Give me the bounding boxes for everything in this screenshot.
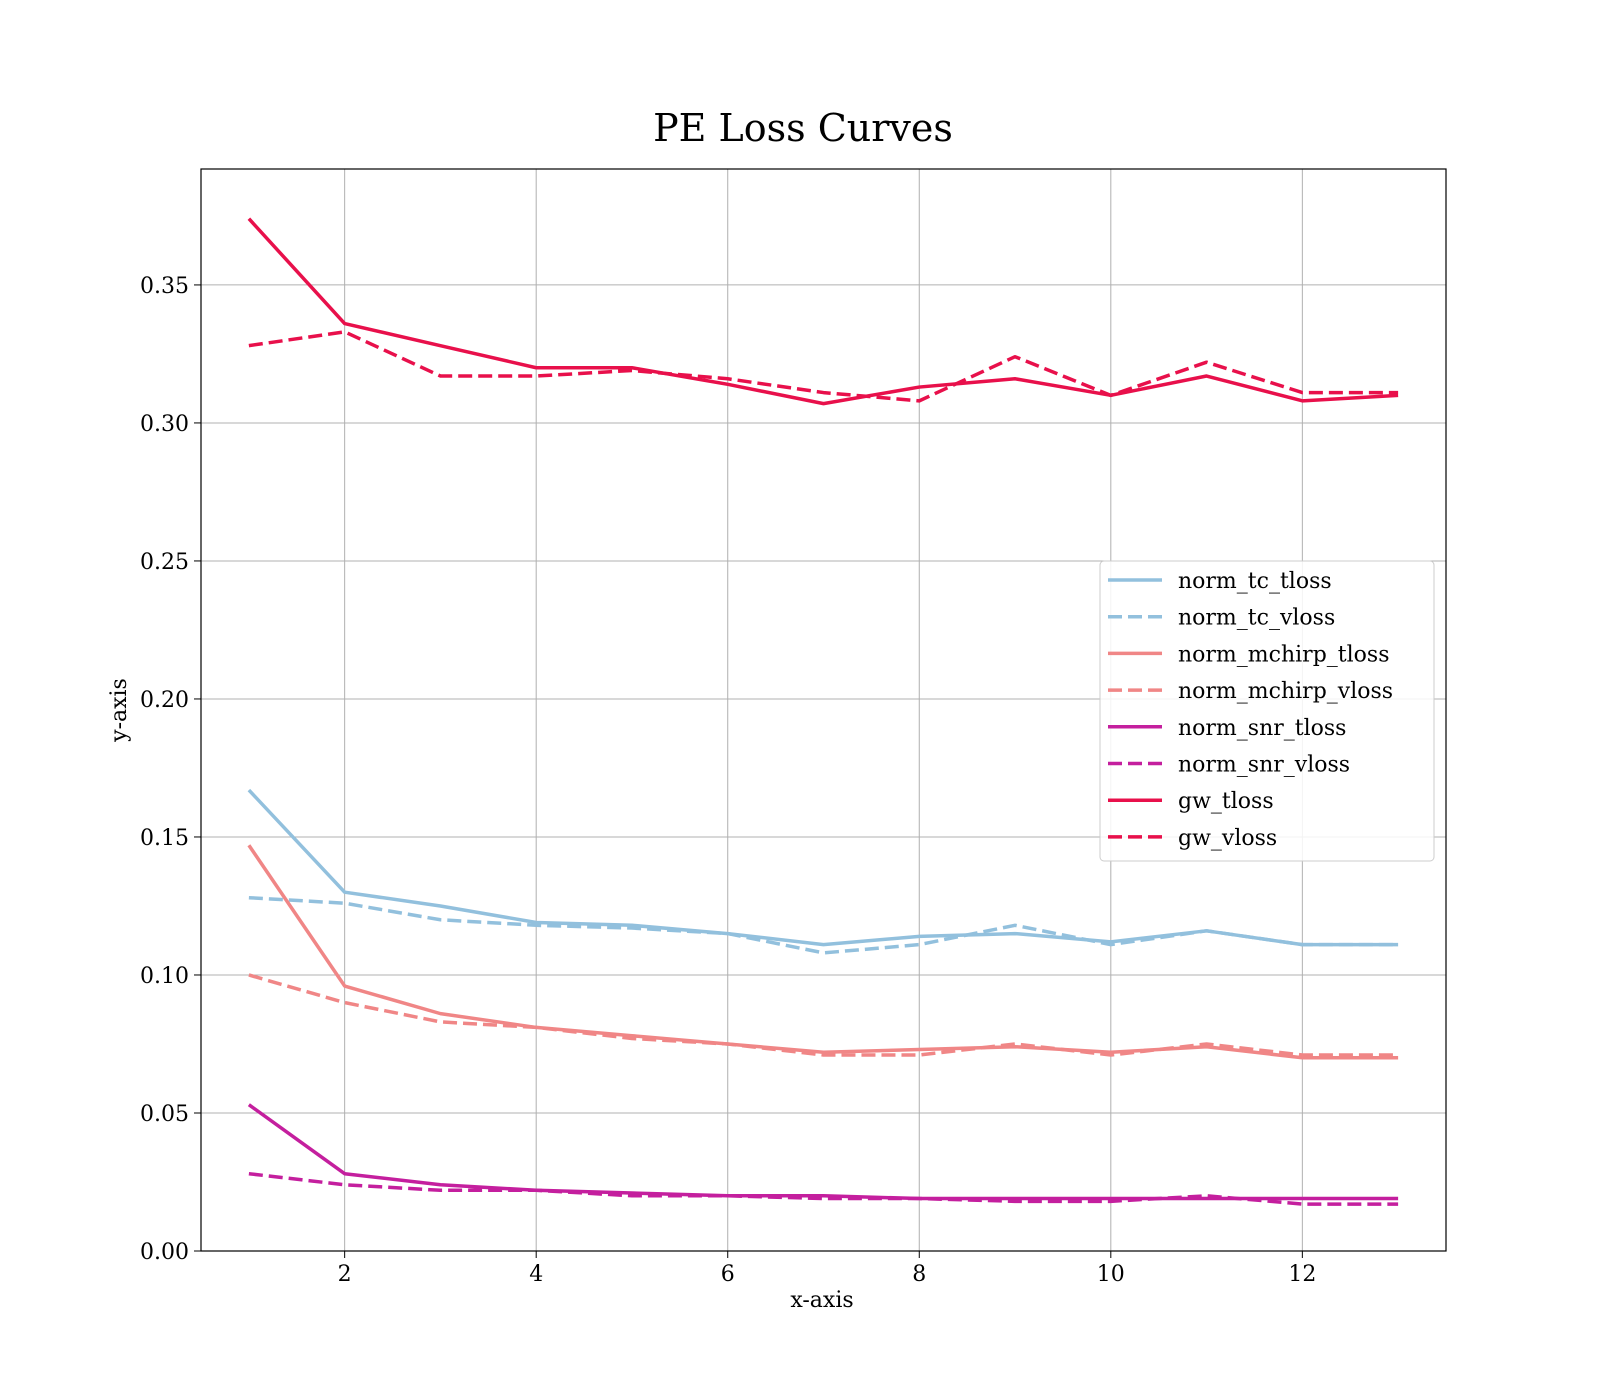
y-tick-label: 0.00 bbox=[140, 1240, 189, 1265]
chart-title: PE Loss Curves bbox=[653, 106, 953, 150]
x-tick-label: 10 bbox=[1097, 1262, 1125, 1287]
x-tick-label: 2 bbox=[338, 1262, 352, 1287]
y-tick-label: 0.20 bbox=[140, 688, 189, 713]
x-axis-ticks: 2 4 6 8 10 12 bbox=[338, 1251, 1316, 1287]
legend-label: norm_tc_tloss bbox=[1178, 569, 1332, 594]
legend-label: norm_snr_tloss bbox=[1178, 716, 1346, 741]
y-tick-label: 0.15 bbox=[140, 826, 189, 851]
y-axis-label: y-axis bbox=[107, 678, 132, 743]
series-line-gw-vloss bbox=[248, 330, 1399, 403]
legend-label: norm_snr_vloss bbox=[1178, 753, 1350, 778]
y-tick-label: 0.05 bbox=[140, 1102, 189, 1127]
legend-label: norm_tc_vloss bbox=[1178, 606, 1335, 631]
y-tick-label: 0.30 bbox=[140, 412, 189, 437]
y-tick-label: 0.10 bbox=[140, 964, 189, 989]
legend: norm_tc_tloss norm_tc_vloss norm_mchirp_tl… bbox=[1099, 560, 1435, 862]
y-tick-label: 0.35 bbox=[140, 274, 189, 299]
x-tick-label: 6 bbox=[721, 1262, 735, 1287]
x-axis-label: x-axis bbox=[790, 1288, 853, 1313]
series-line-norm-snr-tloss bbox=[247, 1103, 1399, 1201]
y-axis-ticks: 0.00 0.05 0.10 0.15 0.20 0.25 0.30 0.35 bbox=[140, 274, 201, 1265]
series-line-norm-snr-vloss bbox=[248, 1171, 1399, 1206]
legend-label: norm_mchirp_vloss bbox=[1178, 679, 1393, 704]
legend-label: gw_tloss bbox=[1178, 789, 1274, 814]
x-tick-label: 8 bbox=[912, 1262, 926, 1287]
y-tick-label: 0.25 bbox=[140, 550, 189, 575]
series-line-norm-tc-vloss bbox=[248, 895, 1399, 955]
plot-frame bbox=[200, 168, 1447, 1252]
series-line-norm-mchirp-vloss bbox=[248, 973, 1399, 1057]
x-tick-label: 4 bbox=[529, 1262, 543, 1287]
legend-label: gw_vloss bbox=[1178, 826, 1277, 851]
series-line-gw-tloss bbox=[247, 217, 1399, 406]
series-layer bbox=[247, 217, 1399, 1206]
legend-label: norm_mchirp_tloss bbox=[1178, 642, 1389, 667]
series-line-norm-mchirp-tloss bbox=[247, 844, 1399, 1060]
legend-box bbox=[1099, 560, 1435, 862]
x-tick-label: 12 bbox=[1288, 1262, 1316, 1287]
